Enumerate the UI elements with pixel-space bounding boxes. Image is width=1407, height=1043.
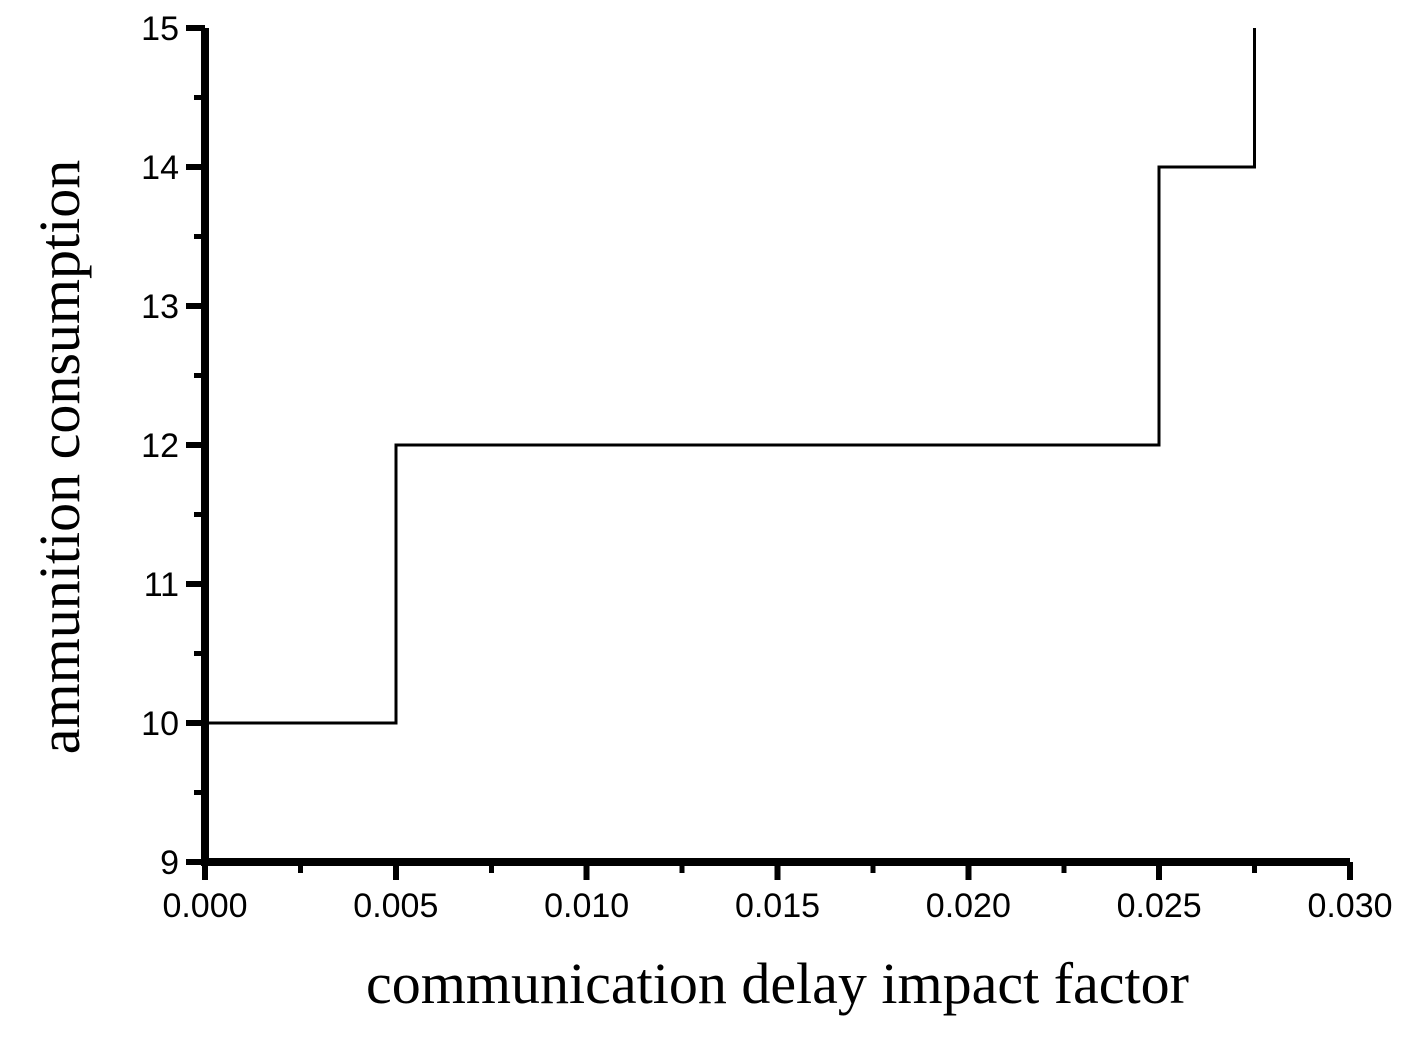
x-tick-label: 0.030 bbox=[1307, 887, 1392, 925]
data-line bbox=[205, 28, 1257, 725]
x-tick-label: 0.000 bbox=[162, 887, 247, 925]
y-tick-label: 14 bbox=[141, 149, 179, 187]
x-tick-label: 0.020 bbox=[926, 887, 1011, 925]
x-axis-title: communication delay impact factor bbox=[366, 951, 1189, 1016]
y-tick-label: 11 bbox=[144, 566, 179, 604]
x-tick-label: 0.015 bbox=[735, 887, 820, 925]
y-tick-label: 13 bbox=[141, 288, 179, 326]
y-tick-label: 9 bbox=[160, 844, 179, 882]
y-tick-label: 12 bbox=[141, 427, 179, 465]
y-axis-title: ammunition consumption bbox=[27, 159, 93, 755]
x-tick-label: 0.025 bbox=[1117, 887, 1202, 925]
x-tick-label: 0.010 bbox=[544, 887, 629, 925]
y-tick-label: 15 bbox=[141, 10, 179, 48]
y-tick-label: 10 bbox=[141, 705, 179, 743]
x-tick-label: 0.005 bbox=[353, 887, 438, 925]
